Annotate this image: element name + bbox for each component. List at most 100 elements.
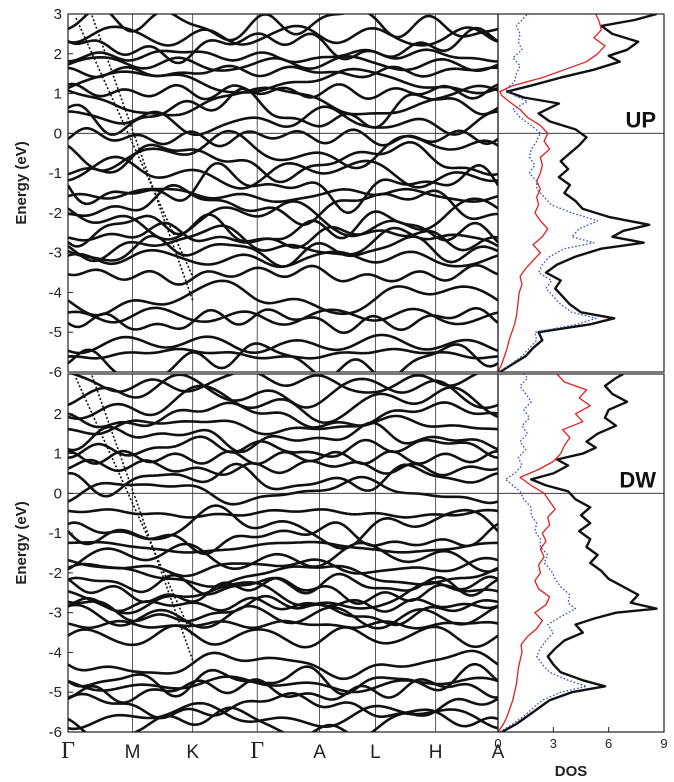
kpoint-label: K xyxy=(186,742,199,763)
y-axis-label: Energy (eV) xyxy=(13,501,30,584)
y-tick-label: 1 xyxy=(54,446,62,463)
band-line xyxy=(68,67,498,95)
spin-channel-label: DW xyxy=(619,467,656,492)
kpoint-label: M xyxy=(125,742,141,763)
band-line xyxy=(68,504,498,550)
kpoint-label: H xyxy=(429,742,443,763)
frame-layer xyxy=(67,13,665,733)
dos-series-line xyxy=(499,14,657,372)
dos-frame xyxy=(497,13,665,373)
band-line xyxy=(68,48,498,64)
dos-plot xyxy=(498,374,658,732)
dos-series-line xyxy=(499,14,599,372)
y-tick-label: -1 xyxy=(49,525,62,542)
band-line xyxy=(68,14,498,42)
band-line xyxy=(68,306,498,326)
band-line xyxy=(68,197,498,241)
band-line xyxy=(68,26,498,65)
y-tick-label: 0 xyxy=(54,485,62,502)
band-line xyxy=(68,279,498,317)
y-tick-label: 2 xyxy=(54,46,62,63)
band-line xyxy=(68,421,498,454)
band-line xyxy=(68,572,498,597)
band-line xyxy=(68,701,498,731)
kpoint-label: A xyxy=(492,742,505,763)
dos-x-tick-label: 0 xyxy=(494,736,501,751)
band-line xyxy=(68,435,498,459)
band-line xyxy=(68,187,498,203)
band-line xyxy=(68,462,498,498)
dos-frame xyxy=(497,373,665,733)
band-line xyxy=(68,306,498,335)
band-crossing-line xyxy=(75,377,194,637)
y-tick-label: -5 xyxy=(49,324,62,341)
band-line xyxy=(68,475,498,506)
y-tick-label: -1 xyxy=(49,165,62,182)
band-line xyxy=(68,87,498,136)
y-axis-label: Energy (eV) xyxy=(13,141,30,224)
band-line xyxy=(68,333,498,355)
band-line xyxy=(68,706,498,732)
band-line xyxy=(68,84,498,117)
band-line xyxy=(68,263,498,286)
y-tick-label: -6 xyxy=(49,364,62,381)
y-tick-label: -2 xyxy=(49,565,62,582)
kpoint-label: Γ xyxy=(61,738,75,764)
band-line xyxy=(68,675,498,694)
kpoint-label: Γ xyxy=(250,738,264,764)
y-tick-label: -3 xyxy=(49,245,62,262)
y-tick-label: -6 xyxy=(49,724,62,741)
band-line xyxy=(68,678,498,704)
band-line xyxy=(68,449,498,466)
dos-x-tick-label: 6 xyxy=(605,736,612,751)
band-line xyxy=(68,155,498,190)
band-line xyxy=(68,649,498,681)
band-line xyxy=(68,458,498,477)
band-line xyxy=(68,141,498,184)
band-line xyxy=(68,347,498,360)
band-line xyxy=(68,126,498,148)
dos-series-line xyxy=(498,14,606,372)
band-line xyxy=(68,224,498,263)
band-line xyxy=(68,603,498,630)
y-tick-label: -3 xyxy=(49,605,62,622)
band-line xyxy=(68,384,498,424)
band-line xyxy=(68,556,498,578)
band-line xyxy=(68,508,498,519)
y-tick-label: 0 xyxy=(54,125,62,142)
band-line xyxy=(68,414,498,436)
dos-series-line xyxy=(501,374,658,732)
band-line xyxy=(68,540,498,554)
band-line xyxy=(68,594,498,627)
band-line xyxy=(68,374,480,394)
band-line xyxy=(68,596,498,613)
dos-series-line xyxy=(498,374,591,732)
band-line xyxy=(68,161,498,215)
band-crossing-line xyxy=(75,17,194,277)
band-line xyxy=(68,663,498,698)
dos-plot xyxy=(498,14,657,372)
y-tick-label: -2 xyxy=(49,205,62,222)
spin-channel-label: UP xyxy=(625,107,656,132)
kpoint-label: A xyxy=(313,742,326,763)
dos-x-tick-label: 9 xyxy=(660,736,667,751)
y-tick-label: 1 xyxy=(54,86,62,103)
band-line xyxy=(68,82,498,101)
y-tick-label: -4 xyxy=(49,284,62,301)
y-tick-label: -4 xyxy=(49,644,62,661)
kpoint-label: L xyxy=(370,742,381,763)
band-line xyxy=(68,401,498,429)
dos-x-axis-label: DOS xyxy=(555,763,588,780)
band-line xyxy=(68,562,498,588)
band-line xyxy=(68,541,498,573)
data-layer xyxy=(68,14,664,732)
text-layer: -6 -5 -4 -3 -2 -1 0 1 2 3 Energy (eV) UP -6 -5 -4 -3 -2 -… xyxy=(13,6,668,780)
band-line xyxy=(68,374,498,410)
band-line xyxy=(68,342,498,372)
dos-x-tick-label: 3 xyxy=(550,736,557,751)
band-structure-plot xyxy=(68,14,498,372)
band-line xyxy=(68,64,498,79)
band-structure-plot xyxy=(68,374,498,732)
band-line xyxy=(68,24,498,47)
